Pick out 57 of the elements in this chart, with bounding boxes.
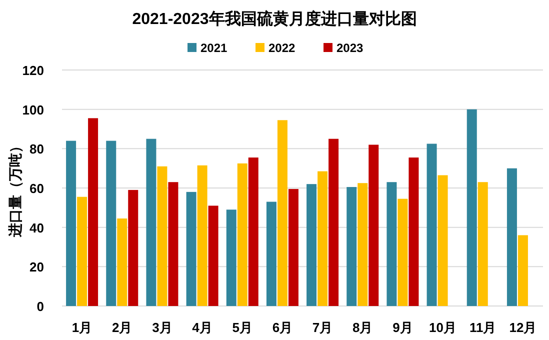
y-tick-label: 60	[30, 181, 44, 196]
bar	[277, 120, 288, 306]
y-tick-label: 20	[30, 260, 44, 275]
y-axis-title: 进口量（万吨）	[7, 139, 23, 238]
x-tick-label: 4月	[192, 320, 212, 335]
bar	[106, 140, 116, 306]
y-tick-label: 120	[22, 63, 44, 78]
bar	[248, 158, 258, 306]
legend-label: 2021	[200, 41, 228, 55]
x-tick-label: 1月	[72, 320, 92, 335]
bar	[117, 218, 128, 306]
bar	[168, 182, 178, 306]
y-tick-label: 80	[30, 142, 44, 157]
chart-title: 2021-2023年我国硫黄月度进口量对比图	[132, 9, 417, 28]
bar	[88, 118, 98, 306]
bar	[328, 138, 339, 306]
bar	[208, 206, 218, 306]
y-tick-label: 40	[30, 220, 44, 236]
bar	[226, 210, 236, 306]
x-tick-label: 2月	[112, 320, 132, 335]
bar	[466, 109, 477, 306]
bar	[197, 165, 208, 306]
bar	[346, 187, 357, 306]
x-tick-label: 12月	[509, 320, 537, 335]
x-tick-label: 10月	[429, 320, 457, 335]
bar	[146, 138, 156, 306]
x-tick-label: 7月	[312, 320, 333, 335]
bar	[186, 192, 196, 306]
bar	[288, 188, 298, 306]
bar	[237, 163, 248, 306]
bar	[66, 140, 76, 306]
bar	[157, 166, 168, 306]
bar	[518, 235, 528, 306]
x-tick-label: 3月	[152, 320, 172, 335]
x-tick-label: 11月	[470, 320, 496, 335]
bar	[318, 171, 328, 306]
bar	[128, 190, 138, 306]
bar	[478, 182, 488, 306]
bar	[368, 144, 379, 306]
x-tick-label: 8月	[352, 320, 373, 335]
bar	[358, 183, 368, 306]
legend-label: 2022	[268, 41, 296, 55]
x-tick-label: 6月	[272, 320, 293, 335]
bar	[426, 144, 437, 306]
x-tick-label: 5月	[232, 320, 252, 335]
x-tick-label: 9月	[392, 320, 413, 335]
bar	[398, 198, 408, 306]
bar	[77, 196, 88, 306]
y-tick-label: 100	[22, 102, 44, 118]
y-tick-label: 0	[36, 299, 44, 314]
legend-label: 2023	[336, 41, 364, 55]
bar	[386, 182, 397, 306]
bar	[438, 175, 448, 306]
bar	[506, 168, 517, 306]
bar	[266, 202, 276, 306]
bar	[306, 184, 317, 306]
bar	[408, 158, 419, 306]
